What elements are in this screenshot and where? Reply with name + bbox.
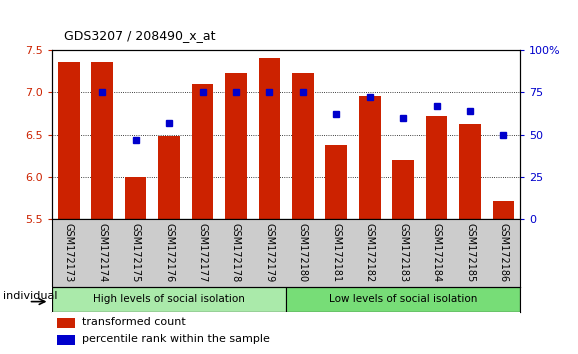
Bar	[492, 201, 514, 219]
Text: percentile rank within the sample: percentile rank within the sample	[83, 334, 271, 344]
Text: GSM172179: GSM172179	[264, 223, 275, 282]
Text: Low levels of social isolation: Low levels of social isolation	[329, 294, 477, 304]
Text: GSM172181: GSM172181	[331, 223, 341, 282]
Bar	[125, 177, 146, 219]
Bar	[52, 287, 286, 312]
Text: transformed count: transformed count	[83, 318, 186, 327]
Bar	[359, 96, 380, 219]
Text: GSM172183: GSM172183	[398, 223, 408, 282]
Text: GSM172175: GSM172175	[131, 223, 140, 282]
Bar	[192, 84, 213, 219]
Bar	[325, 145, 347, 219]
Bar	[57, 335, 75, 345]
Text: High levels of social isolation: High levels of social isolation	[93, 294, 245, 304]
Text: GSM172178: GSM172178	[231, 223, 241, 282]
Text: GSM172182: GSM172182	[365, 223, 375, 282]
Bar	[459, 124, 481, 219]
Bar	[158, 136, 180, 219]
Bar	[91, 62, 113, 219]
Bar	[286, 287, 520, 312]
Text: GSM172174: GSM172174	[97, 223, 107, 282]
Text: GSM172176: GSM172176	[164, 223, 174, 282]
Bar	[258, 58, 280, 219]
Bar	[392, 160, 414, 219]
Bar	[225, 73, 247, 219]
Bar	[57, 318, 75, 328]
Text: individual: individual	[3, 291, 57, 301]
Text: GSM172186: GSM172186	[498, 223, 509, 282]
Bar	[58, 62, 80, 219]
Bar	[292, 73, 314, 219]
Text: GSM172184: GSM172184	[432, 223, 442, 282]
Text: GDS3207 / 208490_x_at: GDS3207 / 208490_x_at	[64, 29, 215, 42]
Text: GSM172185: GSM172185	[465, 223, 475, 282]
Text: GSM172173: GSM172173	[64, 223, 74, 282]
Bar	[426, 116, 447, 219]
Text: GSM172177: GSM172177	[198, 223, 208, 282]
Text: GSM172180: GSM172180	[298, 223, 308, 282]
